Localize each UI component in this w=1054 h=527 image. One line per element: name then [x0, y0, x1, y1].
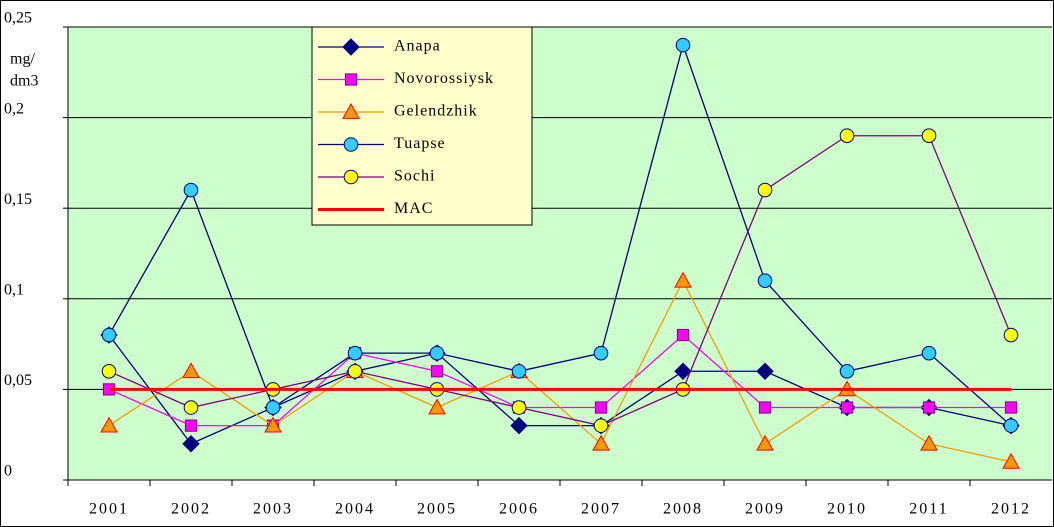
marker	[101, 363, 117, 379]
marker	[922, 401, 936, 414]
marker	[347, 363, 363, 379]
series-line	[108, 135, 1012, 427]
x-tick-label: 2004	[335, 501, 375, 518]
legend-marker	[344, 73, 358, 86]
marker	[1003, 327, 1019, 343]
y-tick-label: 0,05	[4, 372, 32, 389]
marker	[430, 365, 444, 378]
y-tick-label: 0,25	[4, 10, 32, 27]
marker	[428, 398, 446, 415]
marker	[594, 401, 608, 414]
marker	[839, 128, 855, 144]
marker	[593, 345, 609, 361]
marker	[1003, 418, 1019, 433]
legend-label: Sochi	[394, 168, 435, 185]
series-line	[108, 42, 1012, 427]
x-tick-label: 2007	[581, 501, 621, 518]
x-tick-label: 2001	[89, 501, 129, 518]
legend-label: Tuapse	[394, 135, 446, 152]
marker	[347, 345, 363, 361]
legend-box	[311, 26, 533, 226]
legend-label: MAC	[394, 200, 433, 217]
marker	[429, 345, 445, 361]
y-tick-label: 0	[4, 463, 12, 480]
legend-marker	[342, 102, 360, 119]
marker	[511, 400, 527, 415]
marker	[676, 328, 690, 342]
marker	[265, 400, 281, 415]
y-tick-label: 0,2	[4, 100, 24, 117]
marker	[510, 416, 528, 435]
x-tick-label: 2003	[253, 501, 293, 518]
marker	[511, 363, 527, 379]
marker	[840, 401, 854, 414]
x-tick-label: 2009	[745, 501, 785, 518]
marker	[1004, 401, 1018, 414]
marker	[183, 400, 199, 415]
marker	[184, 419, 198, 432]
legend-marker	[342, 38, 360, 56]
y-tick-label: 0,1	[4, 281, 24, 298]
marker	[101, 327, 117, 343]
marker	[757, 182, 773, 198]
x-tick-label: 2012	[991, 501, 1031, 518]
series-line	[108, 279, 1012, 463]
marker	[100, 416, 118, 433]
x-tick-label: 2008	[663, 501, 703, 518]
y-tick-label: 0,15	[4, 191, 32, 208]
x-tick-label: 2010	[827, 501, 867, 518]
marker	[839, 363, 855, 379]
legend-marker	[343, 169, 359, 185]
marker	[675, 37, 691, 53]
marker	[756, 434, 774, 451]
marker	[674, 362, 692, 380]
x-tick-label: 2002	[171, 501, 211, 518]
marker	[921, 345, 937, 361]
marker	[264, 416, 282, 433]
marker	[182, 362, 200, 379]
y-axis-label: dm3	[10, 73, 38, 90]
marker	[758, 401, 772, 414]
marker	[757, 273, 773, 288]
marker	[920, 434, 938, 451]
marker	[182, 435, 200, 453]
marker	[183, 182, 199, 198]
marker	[592, 434, 610, 451]
legend-label: Gelendzhik	[394, 103, 478, 120]
marker	[756, 362, 774, 380]
legend-marker	[343, 137, 359, 152]
x-tick-label: 2006	[499, 501, 539, 518]
plot-area	[68, 27, 1052, 480]
legend-label: Anapa	[394, 38, 441, 55]
marker	[921, 128, 937, 144]
marker	[1002, 452, 1020, 469]
marker	[674, 271, 692, 288]
x-tick-label: 2011	[909, 501, 948, 518]
legend-label: Novorossiysk	[394, 70, 494, 87]
x-tick-label: 2005	[417, 501, 457, 518]
y-axis-label: mg/	[10, 51, 35, 68]
marker	[593, 418, 609, 433]
